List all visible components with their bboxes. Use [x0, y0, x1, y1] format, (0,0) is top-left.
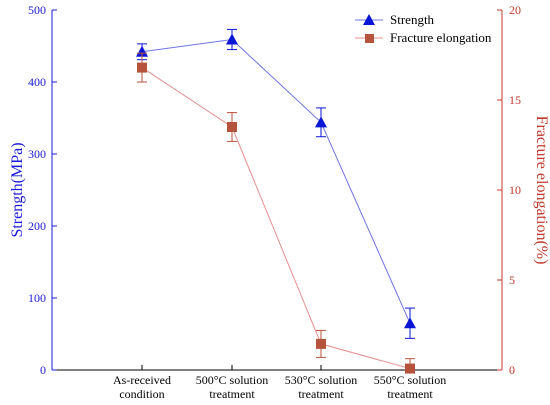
- plot-area: [51, 10, 503, 371]
- x-tick-label: treatment: [209, 387, 255, 401]
- x-tick-label: 550°C solution: [374, 373, 446, 387]
- series-line: [141, 67, 411, 370]
- legend-elongation-label: Fracture elongation: [390, 30, 492, 45]
- left-tick-label: 300: [28, 147, 46, 161]
- right-tick-label: 0: [509, 363, 515, 377]
- right-axis-ticks: 0 5 10 15 20: [497, 3, 521, 377]
- right-tick-label: 15: [509, 93, 521, 107]
- legend-strength-marker: [363, 14, 375, 25]
- data-point: [227, 122, 237, 132]
- x-tick-label: 500°C solution: [196, 373, 268, 387]
- right-tick-label: 20: [509, 3, 521, 17]
- y-axis-left-label: Strength(MPa): [9, 142, 26, 237]
- data-point: [404, 317, 416, 329]
- legend-elongation-marker: [365, 34, 374, 43]
- x-tick-label: As-received: [113, 373, 171, 387]
- legend-strength-label: Strength: [390, 12, 435, 27]
- series-fracture-elongation: [137, 52, 415, 374]
- series-strength: [136, 28, 416, 339]
- left-tick-label: 200: [28, 219, 46, 233]
- left-axis-ticks: 0 100 200 300 400 500: [28, 3, 57, 377]
- left-tick-label: 0: [40, 363, 46, 377]
- left-tick-label: 500: [28, 3, 46, 17]
- series-layer: [136, 28, 416, 374]
- data-point: [315, 116, 327, 128]
- x-tick-label: treatment: [387, 387, 433, 401]
- y-axis-right-label: Fracture elongation(%): [533, 116, 550, 265]
- left-tick-label: 100: [28, 291, 46, 305]
- right-tick-label: 10: [509, 183, 521, 197]
- data-point: [137, 62, 147, 73]
- data-point: [226, 33, 238, 45]
- data-point: [136, 45, 148, 57]
- left-tick-label: 400: [28, 75, 46, 89]
- right-tick-label: 5: [509, 273, 515, 287]
- data-point: [405, 363, 415, 374]
- x-tick-label: 530°C solution: [285, 373, 357, 387]
- x-tick-label: condition: [119, 387, 164, 401]
- x-tick-label: treatment: [298, 387, 344, 401]
- data-point: [316, 338, 326, 349]
- legend: Strength Fracture elongation: [355, 12, 492, 45]
- series-line: [141, 38, 411, 324]
